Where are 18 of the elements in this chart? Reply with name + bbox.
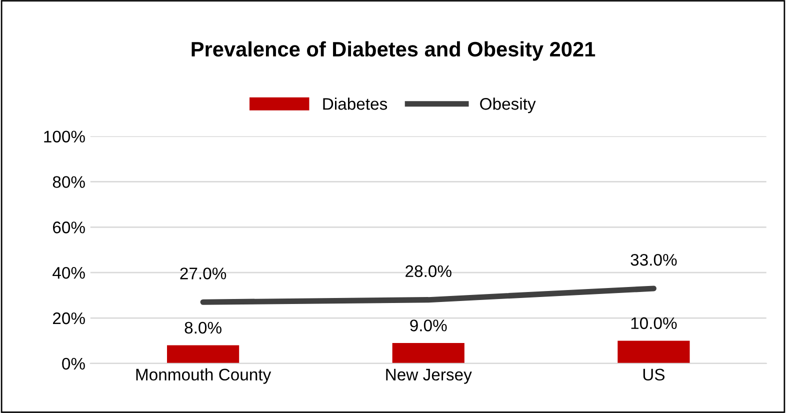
y-tick-label: 80% — [52, 176, 85, 188]
y-tick-label: 20% — [53, 312, 85, 324]
data-label: 28.0% — [406, 265, 452, 278]
legend-label: Diabetes — [323, 98, 388, 110]
chart-title: Prevalence of Diabetes and Obesity 2021 — [192, 41, 596, 61]
data-label: 33.0% — [630, 254, 677, 266]
y-tick-label: 0% — [62, 358, 85, 370]
x-tick-label: US — [643, 368, 664, 381]
y-tick-label: 100% — [44, 130, 85, 142]
data-label: 10.0% — [631, 317, 677, 330]
y-tick-label: 60% — [53, 222, 85, 234]
data-label: 9.0% — [410, 320, 447, 332]
legend-label: Obesity — [480, 98, 536, 114]
data-label: 27.0% — [180, 268, 226, 280]
data-label: 8.0% — [184, 322, 222, 334]
y-tick-label: 40% — [52, 266, 85, 279]
x-tick-label: New Jersey — [386, 368, 472, 384]
x-tick-label: Monmouth County — [136, 368, 272, 384]
